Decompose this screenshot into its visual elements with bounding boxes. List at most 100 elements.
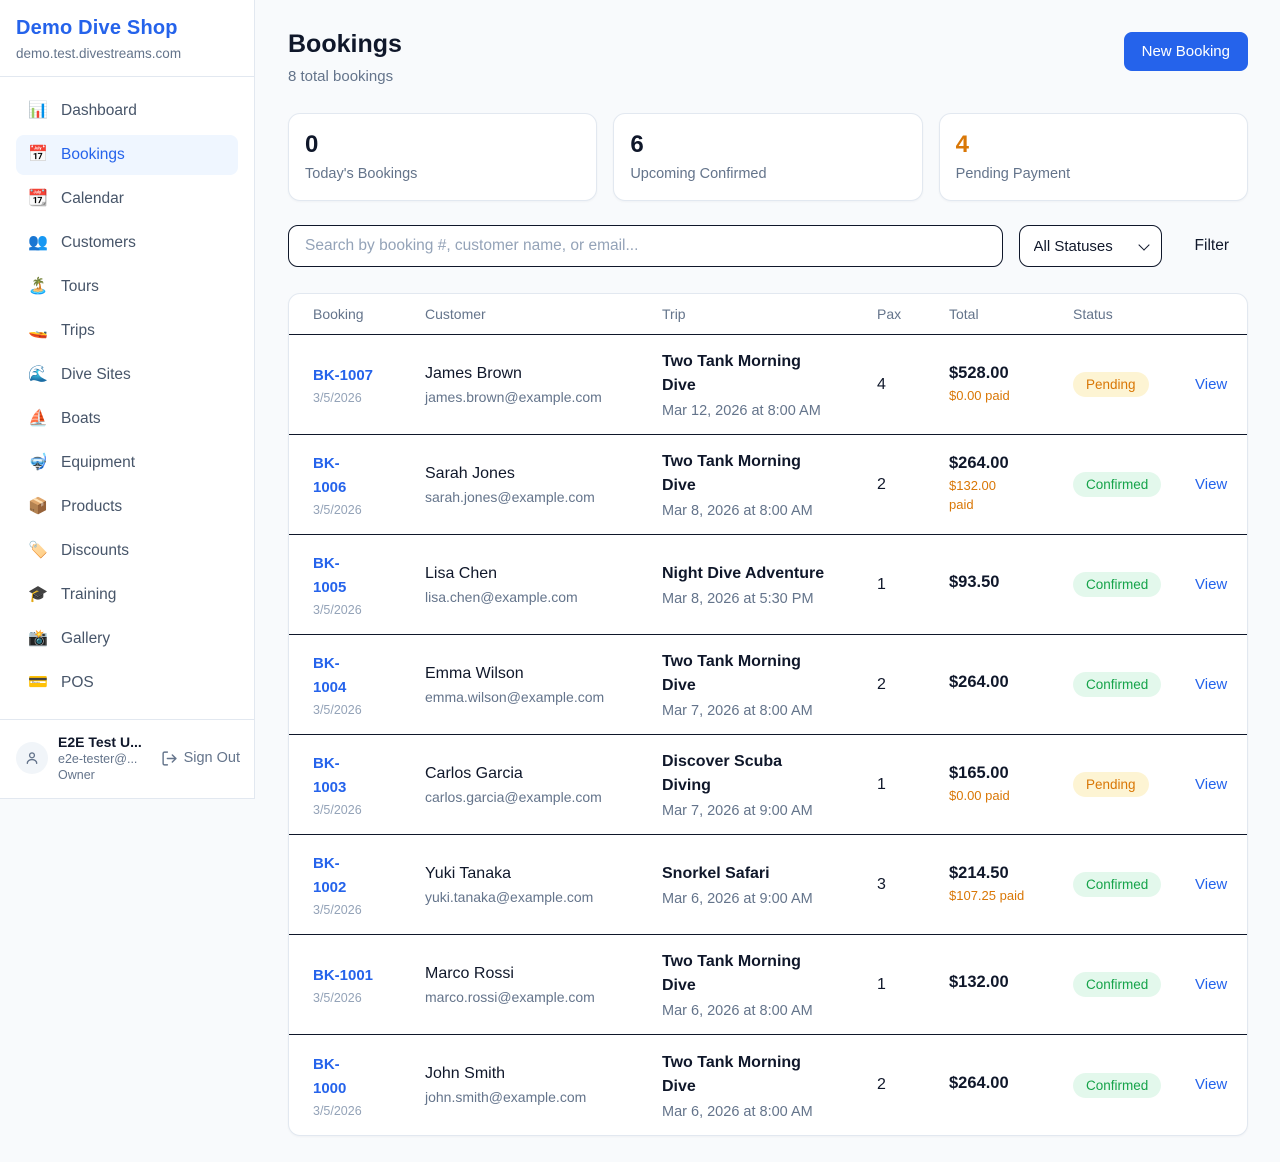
people-icon: 👥 — [28, 234, 48, 251]
customer-email: carlos.garcia@example.com — [425, 788, 602, 805]
paid-amount: $132.00 paid — [949, 478, 996, 512]
booking-id-link[interactable]: BK- 1000 — [313, 1055, 347, 1097]
trip-datetime: Mar 8, 2026 at 5:30 PM — [662, 591, 814, 607]
sidebar-nav: 📊 Dashboard 📅 Bookings 📆 Calendar 👥 Cust… — [0, 77, 254, 719]
total-amount: $528.00 — [949, 363, 1009, 382]
table-row: BK- 1004 3/5/2026 Emma Wilson emma.wilso… — [289, 635, 1247, 735]
sidebar-item-bookings[interactable]: 📅 Bookings — [16, 135, 238, 175]
total-amount: $132.00 — [949, 973, 1009, 991]
booking-id-link[interactable]: BK- 1003 — [313, 755, 347, 796]
customer-name: Yuki Tanaka — [425, 864, 511, 882]
view-booking-link[interactable]: View — [1195, 775, 1228, 793]
column-header-trip: Trip — [662, 306, 686, 322]
sidebar-item-pos[interactable]: 💳 POS — [16, 663, 238, 703]
sidebar-item-label: Training — [61, 586, 117, 603]
view-booking-link[interactable]: View — [1195, 375, 1228, 393]
pax-count: 1 — [877, 975, 886, 993]
trip-name: Discover Scuba Diving — [662, 753, 783, 794]
booking-date: 3/5/2026 — [313, 603, 362, 617]
trip-name: Two Tank Morning Dive — [662, 353, 801, 394]
customer-name: Marco Rossi — [425, 964, 514, 982]
paid-amount: $0.00 paid — [949, 787, 1010, 803]
table-row: BK- 1000 3/5/2026 John Smith john.smith@… — [289, 1035, 1247, 1135]
total-amount: $214.50 — [949, 863, 1009, 882]
table-body: BK-1007 3/5/2026 James Brown james.brown… — [289, 335, 1247, 1135]
column-header-pax: Pax — [877, 306, 902, 322]
trip-name: Night Dive Adventure — [662, 565, 825, 582]
calendar-icon: 📆 — [28, 190, 48, 207]
table-row: BK- 1003 3/5/2026 Carlos Garcia carlos.g… — [289, 735, 1247, 835]
sidebar-item-label: Discounts — [61, 542, 130, 559]
sidebar-item-boats[interactable]: ⛵ Boats — [16, 399, 238, 439]
booking-date: 3/5/2026 — [313, 703, 362, 717]
page-title: Bookings — [288, 30, 402, 58]
booking-id-link[interactable]: BK-1007 — [313, 367, 374, 384]
view-booking-link[interactable]: View — [1195, 875, 1228, 893]
new-booking-button[interactable]: New Booking — [1123, 32, 1248, 71]
booking-id-link[interactable]: BK- 1005 — [313, 555, 347, 596]
sidebar-item-trips[interactable]: 🚤 Trips — [16, 311, 238, 351]
pax-count: 2 — [877, 1076, 886, 1093]
sidebar-item-gallery[interactable]: 📸 Gallery — [16, 619, 238, 659]
user-role: Owner — [58, 768, 95, 782]
sign-out-button[interactable]: Sign Out — [161, 750, 240, 767]
paid-amount: $0.00 paid — [949, 387, 1010, 403]
graduation-cap-icon: 🎓 — [28, 586, 48, 603]
view-booking-link[interactable]: View — [1195, 475, 1228, 493]
customer-email: yuki.tanaka@example.com — [425, 888, 594, 905]
sidebar-item-equipment[interactable]: 🤿 Equipment — [16, 443, 238, 483]
booking-id-link[interactable]: BK- 1006 — [313, 455, 347, 496]
total-amount: $165.00 — [949, 763, 1009, 782]
trip-name: Two Tank Morning Dive — [662, 1053, 801, 1095]
user-name: E2E Test U... — [58, 734, 142, 750]
sidebar-item-dashboard[interactable]: 📊 Dashboard — [16, 91, 238, 131]
island-icon: 🏝️ — [28, 278, 48, 295]
booking-id-link[interactable]: BK- 1004 — [313, 655, 347, 696]
status-badge: Pending — [1073, 772, 1149, 797]
search-input[interactable] — [288, 225, 1003, 267]
booking-date: 3/5/2026 — [313, 503, 362, 517]
sidebar-item-tours[interactable]: 🏝️ Tours — [16, 267, 238, 307]
trip-datetime: Mar 6, 2026 at 8:00 AM — [662, 1103, 813, 1120]
customer-email: marco.rossi@example.com — [425, 988, 595, 1005]
sidebar-item-training[interactable]: 🎓 Training — [16, 575, 238, 615]
customer-name: Carlos Garcia — [425, 764, 523, 782]
view-booking-link[interactable]: View — [1195, 575, 1228, 593]
column-header-status: Status — [1073, 306, 1113, 322]
sidebar-item-customers[interactable]: 👥 Customers — [16, 223, 238, 263]
booking-id-link[interactable]: BK- 1002 — [313, 855, 347, 896]
filter-button[interactable]: Filter — [1194, 237, 1229, 254]
sidebar-item-discounts[interactable]: 🏷️ Discounts — [16, 531, 238, 571]
status-badge: Confirmed — [1073, 572, 1162, 597]
customer-name: James Brown — [425, 364, 522, 382]
view-booking-link[interactable]: View — [1195, 975, 1228, 993]
total-amount: $264.00 — [949, 1073, 1009, 1092]
sidebar-item-label: POS — [61, 674, 94, 691]
bookings-table: Booking Customer Trip Pax Total Status BK-100… — [288, 293, 1248, 1136]
status-filter-select[interactable]: All Statuses — [1018, 225, 1162, 267]
column-header-total: Total — [949, 306, 979, 322]
sidebar-user-footer: E2E Test U... e2e-tester@... Owner Sign … — [0, 719, 254, 798]
stat-value: 4 — [955, 131, 970, 158]
status-badge: Confirmed — [1073, 1072, 1162, 1098]
page-subtitle: 8 total bookings — [288, 68, 394, 85]
customer-email: james.brown@example.com — [425, 388, 602, 405]
tag-icon: 🏷️ — [28, 542, 48, 559]
table-header-row: Booking Customer Trip Pax Total Status — [289, 294, 1247, 335]
pax-count: 1 — [877, 575, 886, 593]
sidebar: Demo Dive Shop demo.test.divestreams.com… — [0, 0, 255, 799]
stat-card-pending-payment: 4 Pending Payment — [938, 113, 1248, 201]
view-booking-link[interactable]: View — [1195, 1076, 1228, 1093]
view-booking-link[interactable]: View — [1195, 675, 1228, 693]
trip-name: Two Tank Morning Dive — [662, 953, 801, 994]
customer-email: john.smith@example.com — [425, 1089, 587, 1105]
sidebar-item-label: Gallery — [61, 630, 111, 647]
user-info: E2E Test U... e2e-tester@... Owner — [58, 734, 151, 782]
status-filter-wrap: All Statuses — [1018, 225, 1162, 267]
total-amount: $264.00 — [949, 454, 1009, 473]
booking-id-link[interactable]: BK-1001 — [313, 967, 374, 984]
sidebar-item-calendar[interactable]: 📆 Calendar — [16, 179, 238, 219]
total-amount: $264.00 — [949, 673, 1009, 691]
sidebar-item-products[interactable]: 📦 Products — [16, 487, 238, 527]
sidebar-item-dive-sites[interactable]: 🌊 Dive Sites — [16, 355, 238, 395]
